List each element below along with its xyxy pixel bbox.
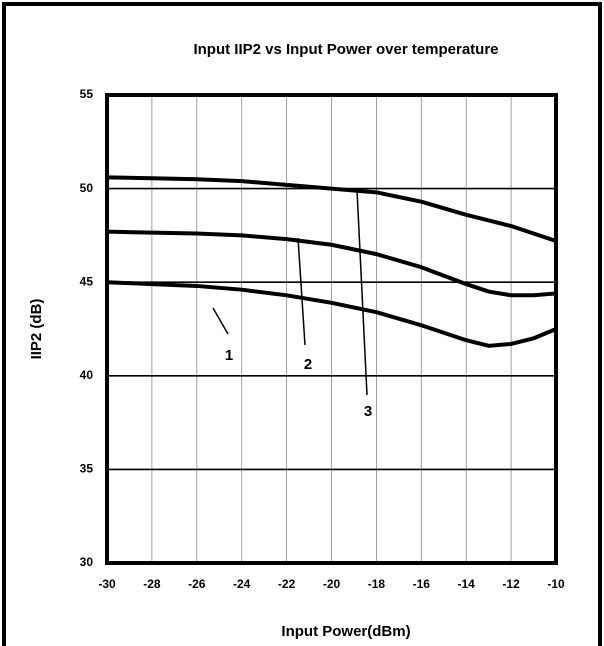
y-tick-label: 55 (80, 87, 94, 101)
x-axis-label: Input Power(dBm) (281, 623, 410, 640)
x-tick-label: -18 (368, 577, 386, 591)
x-tick-label: -28 (143, 577, 161, 591)
x-tick-label: -22 (278, 577, 296, 591)
y-tick-label: 40 (80, 368, 94, 382)
callout-line (212, 307, 229, 335)
chart-title: Input IIP2 vs Input Power over temperatu… (193, 41, 498, 58)
y-tick-label: 45 (80, 274, 94, 288)
y-tick-label: 30 (80, 555, 94, 569)
series-line (105, 229, 558, 298)
series-line (105, 175, 558, 244)
series-label: 3 (364, 403, 372, 420)
x-tick-label: -24 (233, 577, 251, 591)
x-tick-label: -26 (188, 577, 206, 591)
x-tick-label: -30 (98, 577, 116, 591)
x-tick-label: -20 (323, 577, 341, 591)
series-label: 1 (225, 347, 233, 364)
y-tick-label: 50 (80, 181, 94, 195)
series-line (105, 280, 558, 348)
x-tick-label: -16 (413, 577, 431, 591)
y-axis-label: IIP2 (dB) (28, 299, 45, 360)
series-label: 2 (304, 356, 312, 373)
y-tick-label: 35 (80, 462, 94, 476)
callout-line (297, 237, 306, 346)
callout-line (356, 189, 368, 396)
x-tick-label: -10 (547, 577, 565, 591)
x-tick-label: -14 (458, 577, 476, 591)
x-tick-label: -12 (502, 577, 520, 591)
